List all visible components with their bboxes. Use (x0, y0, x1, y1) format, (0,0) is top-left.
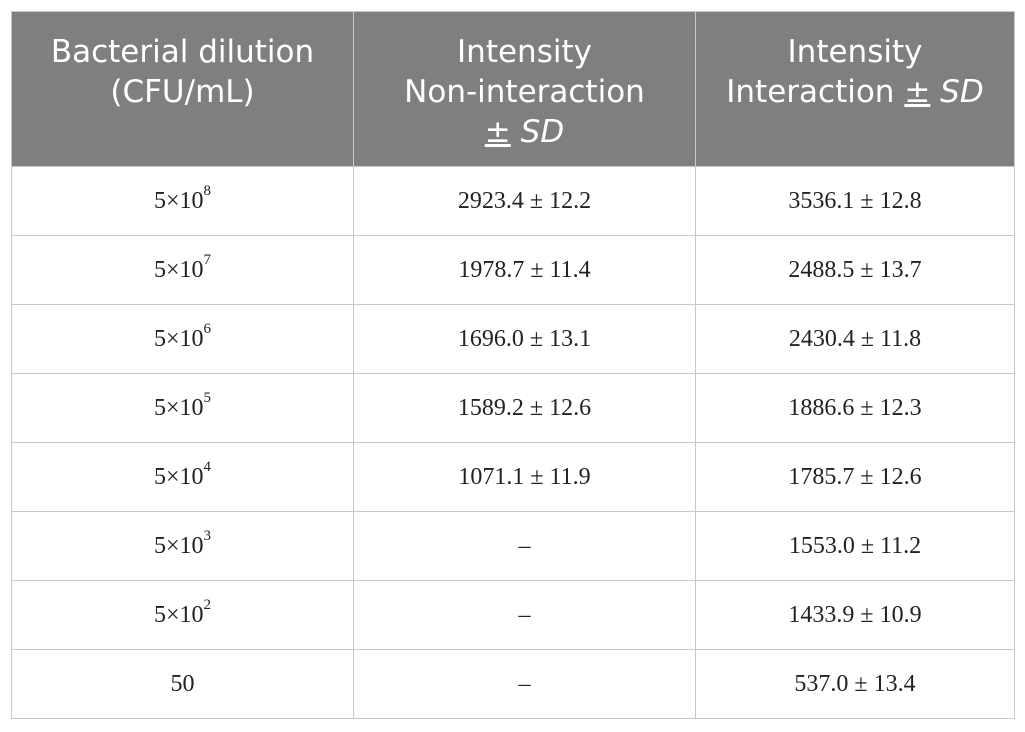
table-cell: 5×102 (11, 580, 354, 650)
cell-text: 1696.0 ± 13.1 (457, 325, 592, 352)
table-cell: 5×108 (11, 166, 354, 236)
table-cell: 2923.4 ± 12.2 (353, 166, 696, 236)
cell-text: 1071.1 ± 11.9 (458, 463, 591, 490)
header-cell: Intensity Non-interaction ± SD (353, 11, 696, 167)
table-cell: – (353, 580, 696, 650)
cell-text: 2488.5 ± 13.7 (788, 256, 922, 283)
table-row: 5×108 2923.4 ± 12.2 3536.1 ± 12.8 (11, 166, 1015, 236)
table-cell: 5×106 (11, 304, 354, 374)
table-row: 5×106 1696.0 ± 13.1 2430.4 ± 11.8 (11, 304, 1015, 374)
cell-text: – (518, 601, 531, 628)
table-row: 5×107 1978.7 ± 11.4 2488.5 ± 13.7 (11, 235, 1015, 305)
cell-text: 5×10 (153, 395, 204, 421)
header-text: ± (904, 74, 931, 110)
table-cell: 1553.0 ± 11.2 (695, 511, 1015, 581)
table-cell: 2430.4 ± 11.8 (695, 304, 1015, 374)
table-body: 5×108 2923.4 ± 12.2 3536.1 ± 12.8 5×107 1978… (11, 166, 1015, 719)
table-cell: 5×103 (11, 511, 354, 581)
table-cell: 5×107 (11, 235, 354, 305)
table-cell: 3536.1 ± 12.8 (695, 166, 1015, 236)
cell-text: 3536.1 ± 12.8 (788, 187, 922, 214)
table-row: 5×103 – 1553.0 ± 11.2 (11, 511, 1015, 581)
table-row: 50 – 537.0 ± 13.4 (11, 649, 1015, 719)
header-text: ± (484, 114, 511, 150)
table-cell: 50 (11, 649, 354, 719)
cell-text: 537.0 ± 13.4 (794, 670, 916, 697)
table-cell: 1696.0 ± 13.1 (353, 304, 696, 374)
header-text: (CFU/mL) (110, 74, 255, 110)
cell-text: 1886.6 ± 12.3 (788, 394, 922, 421)
table-row: 5×102 – 1433.9 ± 10.9 (11, 580, 1015, 650)
table-cell: 5×105 (11, 373, 354, 443)
cell-text: – (518, 670, 531, 697)
cell-text: 1978.7 ± 11.4 (458, 256, 591, 283)
cell-text: 50 (170, 670, 195, 697)
header-text: Intensity (787, 34, 923, 70)
header-text: Non-interaction (404, 74, 645, 110)
header-text: Intensity (457, 34, 592, 70)
exponent: 8 (203, 183, 212, 199)
exponent: 5 (203, 390, 212, 406)
cell-text: – (518, 532, 531, 559)
cell-text: 5×10 (153, 533, 204, 559)
header-text: Interaction (726, 74, 895, 110)
table-cell: 1886.6 ± 12.3 (695, 373, 1015, 443)
cell-text: 5×10 (153, 188, 204, 214)
table-cell: 1433.9 ± 10.9 (695, 580, 1015, 650)
header-text: Bacterial dilution (50, 34, 315, 70)
cell-text: 5×10 (153, 257, 204, 283)
header-text: SD (520, 114, 565, 150)
exponent: 3 (203, 528, 212, 544)
table-cell: 537.0 ± 13.4 (695, 649, 1015, 719)
table-cell: 5×104 (11, 442, 354, 512)
header-text: SD (940, 74, 984, 110)
header-cell: Intensity Interaction ± SD (695, 11, 1015, 167)
cell-text: 5×10 (153, 326, 204, 352)
exponent: 7 (203, 252, 212, 268)
table-cell: 2488.5 ± 13.7 (695, 235, 1015, 305)
header-cell: Bacterial dilution (CFU/mL) (11, 11, 354, 167)
exponent: 6 (203, 321, 212, 337)
cell-text: 1785.7 ± 12.6 (788, 463, 922, 490)
exponent: 4 (203, 459, 212, 475)
table-cell: 1785.7 ± 12.6 (695, 442, 1015, 512)
table-cell: – (353, 649, 696, 719)
exponent: 2 (203, 597, 212, 613)
header-row: Bacterial dilution (CFU/mL) Intensity Non-… (11, 11, 1015, 167)
table-cell: 1978.7 ± 11.4 (353, 235, 696, 305)
cell-text: 5×10 (153, 602, 204, 628)
table-row: 5×104 1071.1 ± 11.9 1785.7 ± 12.6 (11, 442, 1015, 512)
table-cell: 1589.2 ± 12.6 (353, 373, 696, 443)
data-table: Bacterial dilution (CFU/mL) Intensity Non-… (11, 11, 1015, 719)
cell-text: 2923.4 ± 12.2 (457, 187, 592, 214)
table-header: Bacterial dilution (CFU/mL) Intensity Non-… (11, 11, 1015, 167)
cell-text: 2430.4 ± 11.8 (788, 325, 922, 352)
table-row: 5×105 1589.2 ± 12.6 1886.6 ± 12.3 (11, 373, 1015, 443)
cell-text: 1589.2 ± 12.6 (457, 394, 592, 421)
cell-text: 1433.9 ± 10.9 (788, 601, 922, 628)
table-cell: – (353, 511, 696, 581)
table-cell: 1071.1 ± 11.9 (353, 442, 696, 512)
cell-text: 1553.0 ± 11.2 (788, 532, 922, 559)
cell-text: 5×10 (153, 464, 204, 490)
